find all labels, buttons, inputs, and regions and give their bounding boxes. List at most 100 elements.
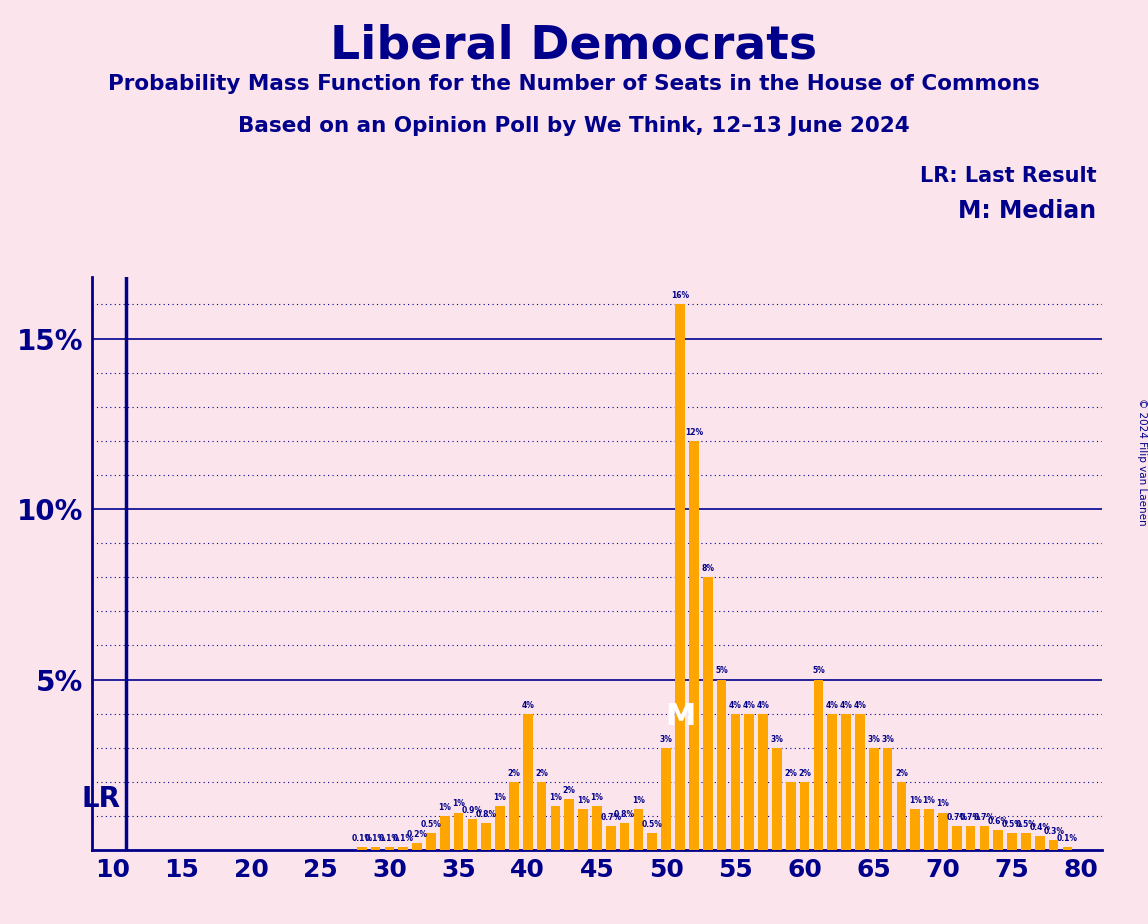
Bar xyxy=(924,809,934,850)
Text: 1%: 1% xyxy=(439,803,451,812)
Text: 0.2%: 0.2% xyxy=(406,830,427,839)
Bar xyxy=(551,806,560,850)
Text: 5%: 5% xyxy=(715,666,728,675)
Text: 0.5%: 0.5% xyxy=(1016,820,1037,829)
Bar xyxy=(689,441,699,850)
Text: 1%: 1% xyxy=(633,796,645,805)
Text: 1%: 1% xyxy=(923,796,936,805)
Text: 0.6%: 0.6% xyxy=(987,817,1009,825)
Text: 4%: 4% xyxy=(839,700,853,710)
Text: 0.7%: 0.7% xyxy=(600,813,621,822)
Text: 4%: 4% xyxy=(757,700,769,710)
Bar xyxy=(647,833,657,850)
Bar xyxy=(523,713,533,850)
Bar xyxy=(371,846,380,850)
Bar xyxy=(786,782,796,850)
Text: 2%: 2% xyxy=(507,769,520,778)
Text: 3%: 3% xyxy=(660,735,673,744)
Bar xyxy=(758,713,768,850)
Text: 3%: 3% xyxy=(882,735,894,744)
Text: 1%: 1% xyxy=(937,799,949,808)
Text: M: M xyxy=(665,701,696,731)
Bar xyxy=(938,812,948,850)
Text: 2%: 2% xyxy=(784,769,797,778)
Text: 1%: 1% xyxy=(909,796,922,805)
Text: 16%: 16% xyxy=(670,291,689,300)
Text: M: Median: M: Median xyxy=(959,199,1096,223)
Bar xyxy=(398,846,408,850)
Text: © 2024 Filip van Laenen: © 2024 Filip van Laenen xyxy=(1138,398,1147,526)
Text: 1%: 1% xyxy=(494,793,506,802)
Text: 0.3%: 0.3% xyxy=(1044,827,1064,835)
Bar xyxy=(453,812,464,850)
Bar xyxy=(855,713,864,850)
Bar xyxy=(579,809,588,850)
Text: 2%: 2% xyxy=(798,769,810,778)
Bar xyxy=(537,782,546,850)
Text: 0.5%: 0.5% xyxy=(1002,820,1023,829)
Text: 1%: 1% xyxy=(590,793,604,802)
Text: 5%: 5% xyxy=(812,666,824,675)
Text: 4%: 4% xyxy=(825,700,839,710)
Text: 0.7%: 0.7% xyxy=(946,813,968,822)
Bar xyxy=(869,748,878,850)
Text: LR: Last Result: LR: Last Result xyxy=(920,166,1096,187)
Text: 3%: 3% xyxy=(770,735,783,744)
Text: 1%: 1% xyxy=(576,796,590,805)
Text: 1%: 1% xyxy=(452,799,465,808)
Bar xyxy=(565,799,574,850)
Text: 4%: 4% xyxy=(743,700,755,710)
Text: 2%: 2% xyxy=(895,769,908,778)
Bar xyxy=(730,713,740,850)
Text: Liberal Democrats: Liberal Democrats xyxy=(331,23,817,68)
Bar xyxy=(1035,836,1045,850)
Text: 4%: 4% xyxy=(853,700,867,710)
Text: 0.1%: 0.1% xyxy=(351,833,372,843)
Bar xyxy=(979,826,990,850)
Text: 12%: 12% xyxy=(684,428,703,437)
Text: 0.1%: 0.1% xyxy=(393,833,413,843)
Text: 2%: 2% xyxy=(535,769,548,778)
Bar xyxy=(412,844,422,850)
Text: 4%: 4% xyxy=(521,700,534,710)
Text: 2%: 2% xyxy=(563,785,575,795)
Bar xyxy=(800,782,809,850)
Bar xyxy=(661,748,670,850)
Text: Probability Mass Function for the Number of Seats in the House of Commons: Probability Mass Function for the Number… xyxy=(108,74,1040,94)
Text: 0.7%: 0.7% xyxy=(960,813,982,822)
Bar xyxy=(592,806,602,850)
Bar xyxy=(1063,846,1072,850)
Bar xyxy=(495,806,505,850)
Bar xyxy=(675,305,685,850)
Text: 8%: 8% xyxy=(701,565,714,573)
Bar xyxy=(814,679,823,850)
Text: 0.5%: 0.5% xyxy=(420,820,441,829)
Text: 0.5%: 0.5% xyxy=(642,820,662,829)
Bar xyxy=(828,713,837,850)
Text: 4%: 4% xyxy=(729,700,742,710)
Text: Based on an Opinion Poll by We Think, 12–13 June 2024: Based on an Opinion Poll by We Think, 12… xyxy=(238,116,910,136)
Bar xyxy=(993,830,1003,850)
Bar xyxy=(467,820,478,850)
Bar xyxy=(357,846,366,850)
Bar xyxy=(1021,833,1031,850)
Bar xyxy=(1049,840,1058,850)
Text: LR: LR xyxy=(82,784,121,813)
Bar xyxy=(771,748,782,850)
Bar xyxy=(883,748,892,850)
Text: 0.1%: 0.1% xyxy=(1057,833,1078,843)
Bar xyxy=(509,782,519,850)
Text: 0.7%: 0.7% xyxy=(974,813,995,822)
Bar xyxy=(634,809,643,850)
Bar xyxy=(897,782,906,850)
Bar xyxy=(910,809,920,850)
Bar xyxy=(426,833,436,850)
Text: 3%: 3% xyxy=(867,735,881,744)
Text: 0.8%: 0.8% xyxy=(475,809,497,819)
Bar xyxy=(385,846,394,850)
Bar xyxy=(965,826,976,850)
Bar xyxy=(1007,833,1017,850)
Text: 0.1%: 0.1% xyxy=(365,833,386,843)
Bar xyxy=(606,826,615,850)
Bar xyxy=(841,713,851,850)
